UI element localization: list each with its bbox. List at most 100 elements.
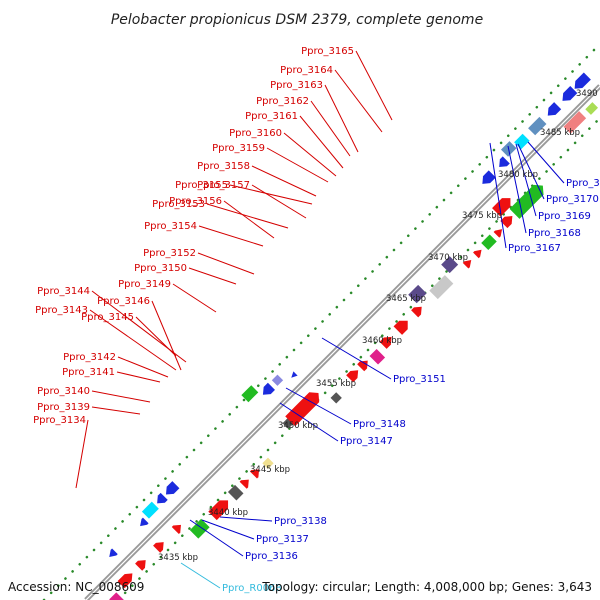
forward-gene-connector — [91, 406, 141, 415]
forward-gene-glyph — [369, 348, 386, 365]
kbp-tick-label: 3490 kbp — [576, 89, 600, 99]
reverse-gene-connector — [489, 142, 507, 249]
reverse-gene-connector — [515, 143, 537, 217]
reverse-gene-connector — [507, 145, 527, 234]
kbp-tick-label: 3480 kbp — [498, 170, 538, 180]
reverse-gene-glyph — [109, 548, 118, 557]
forward-gene-label: Ppro_3139 — [37, 402, 90, 413]
forward-gene-label: Ppro_3142 — [63, 352, 116, 363]
gc-outer-dots — [42, 44, 600, 600]
forward-gene-label: Ppro_3153 — [152, 199, 205, 210]
reverse-gene-glyph — [528, 116, 547, 136]
forward-gene-label: Ppro_3134 — [33, 415, 86, 426]
forward-gene-glyph — [208, 500, 229, 521]
kbp-tick-label: 3435 kbp — [158, 553, 198, 563]
reverse-gene-label: Ppro_3171 — [566, 178, 600, 189]
forward-gene-connector — [198, 225, 264, 247]
reverse-gene-connector — [279, 402, 339, 442]
forward-gene-label: Ppro_3152 — [143, 248, 196, 259]
forward-gene-connector — [355, 50, 393, 121]
forward-gene-label: Ppro_3146 — [97, 296, 150, 307]
forward-gene-connector — [324, 84, 359, 153]
forward-gene-connector — [223, 200, 275, 239]
reverse-gene-glyph — [562, 86, 578, 101]
forward-gene-label: Ppro_3149 — [118, 279, 171, 290]
forward-gene-connector — [283, 132, 337, 177]
kbp-tick-label: 3460 kbp — [362, 336, 402, 346]
kbp-tick-label: 3455 kbp — [316, 379, 356, 389]
kbp-tick-label: 3485 kbp — [540, 128, 580, 138]
forward-gene-glyph — [346, 370, 359, 383]
reverse-gene-glyph — [141, 501, 159, 519]
forward-gene-label: Ppro_3162 — [256, 96, 309, 107]
forward-gene-glyph — [509, 184, 544, 219]
forward-gene-connector — [197, 252, 255, 275]
forward-gene-glyph — [462, 259, 472, 269]
reverse-gene-glyph — [482, 170, 496, 184]
forward-gene-label: Ppro_3141 — [62, 367, 115, 378]
forward-gene-glyph — [189, 518, 210, 539]
forward-gene-connector — [188, 267, 237, 285]
reverse-gene-connector — [527, 141, 565, 184]
forward-gene-glyph — [411, 306, 422, 318]
gc-inner-dots — [116, 118, 600, 600]
forward-gene-connector — [89, 309, 177, 371]
reverse-gene-glyph — [547, 102, 562, 116]
reverse-gene-glyph — [514, 133, 530, 150]
forward-gene-connector — [75, 419, 89, 489]
forward-gene-glyph — [357, 360, 368, 372]
forward-gene-label: Ppro_3156 — [169, 196, 222, 207]
kbp-tick-label: 3445 kbp — [250, 465, 290, 475]
forward-gene-label: Ppro_3140 — [37, 386, 90, 397]
reverse-gene-connector — [285, 387, 352, 425]
forward-gene-connector — [266, 147, 329, 183]
forward-gene-connector — [151, 300, 182, 371]
forward-genes-track — [109, 184, 544, 600]
forward-gene-glyph — [408, 284, 427, 304]
reverse-gene-glyph — [262, 382, 275, 395]
reverse-gene-label: Ppro_3168 — [528, 228, 581, 239]
reverse-gene-label: Ppro_3169 — [538, 211, 591, 222]
gc-content-track — [42, 44, 600, 600]
forward-gene-label: Ppro_3164 — [280, 65, 333, 76]
forward-gene-connector — [172, 283, 217, 313]
kbp-tick-label: 3465 kbp — [386, 294, 426, 304]
reverse-gene-label: Ppro_3170 — [546, 194, 599, 205]
forward-gene-glyph — [109, 592, 125, 600]
reverse-gene-glyph — [574, 72, 591, 89]
reverse-gene-label: Ppro_3147 — [340, 436, 393, 447]
topology-text: Topology: circular; Length: 4,008,000 bp… — [262, 580, 592, 594]
forward-gene-glyph — [153, 542, 164, 553]
forward-gene-label: Ppro_3145 — [81, 312, 134, 323]
forward-gene-glyph — [429, 275, 454, 300]
forward-gene-label: Ppro_3159 — [212, 143, 265, 154]
reverse-genes-track — [109, 72, 599, 557]
forward-gene-label: Ppro_3150 — [134, 263, 187, 274]
reverse-gene-label: Ppro_3136 — [245, 551, 298, 562]
reverse-gene-glyph — [157, 492, 168, 504]
forward-gene-label: Ppro_3155 — [175, 180, 228, 191]
forward-gene-glyph — [393, 320, 408, 335]
forward-gene-connector — [116, 371, 161, 383]
gene-labels: Ppro_3165 Ppro_3164 Ppro_3163 Ppro_3162 Ppro… — [33, 46, 600, 594]
forward-gene-connector — [135, 316, 177, 357]
forward-gene-glyph — [473, 249, 482, 259]
reverse-gene-connector — [201, 519, 255, 540]
forward-gene-connector — [310, 100, 351, 157]
forward-gene-glyph — [285, 392, 320, 427]
forward-gene-glyph — [117, 573, 133, 589]
forward-gene-label: Ppro_3160 — [229, 128, 282, 139]
reverse-gene-label: Ppro_3167 — [508, 243, 561, 254]
reverse-gene-label: Ppro_3151 — [393, 374, 446, 385]
forward-gene-connector — [251, 184, 307, 219]
forward-gene-glyph — [171, 524, 181, 535]
reverse-gene-glyph — [165, 481, 180, 495]
reverse-gene-glyph — [585, 102, 599, 115]
reverse-gene-glyph — [499, 156, 510, 168]
forward-gene-connector — [251, 165, 317, 197]
kbp-tick-label: 3450 kbp — [278, 421, 318, 431]
genome-backbone — [84, 84, 600, 600]
forward-gene-connector — [299, 115, 344, 169]
label-connectors — [75, 50, 565, 589]
